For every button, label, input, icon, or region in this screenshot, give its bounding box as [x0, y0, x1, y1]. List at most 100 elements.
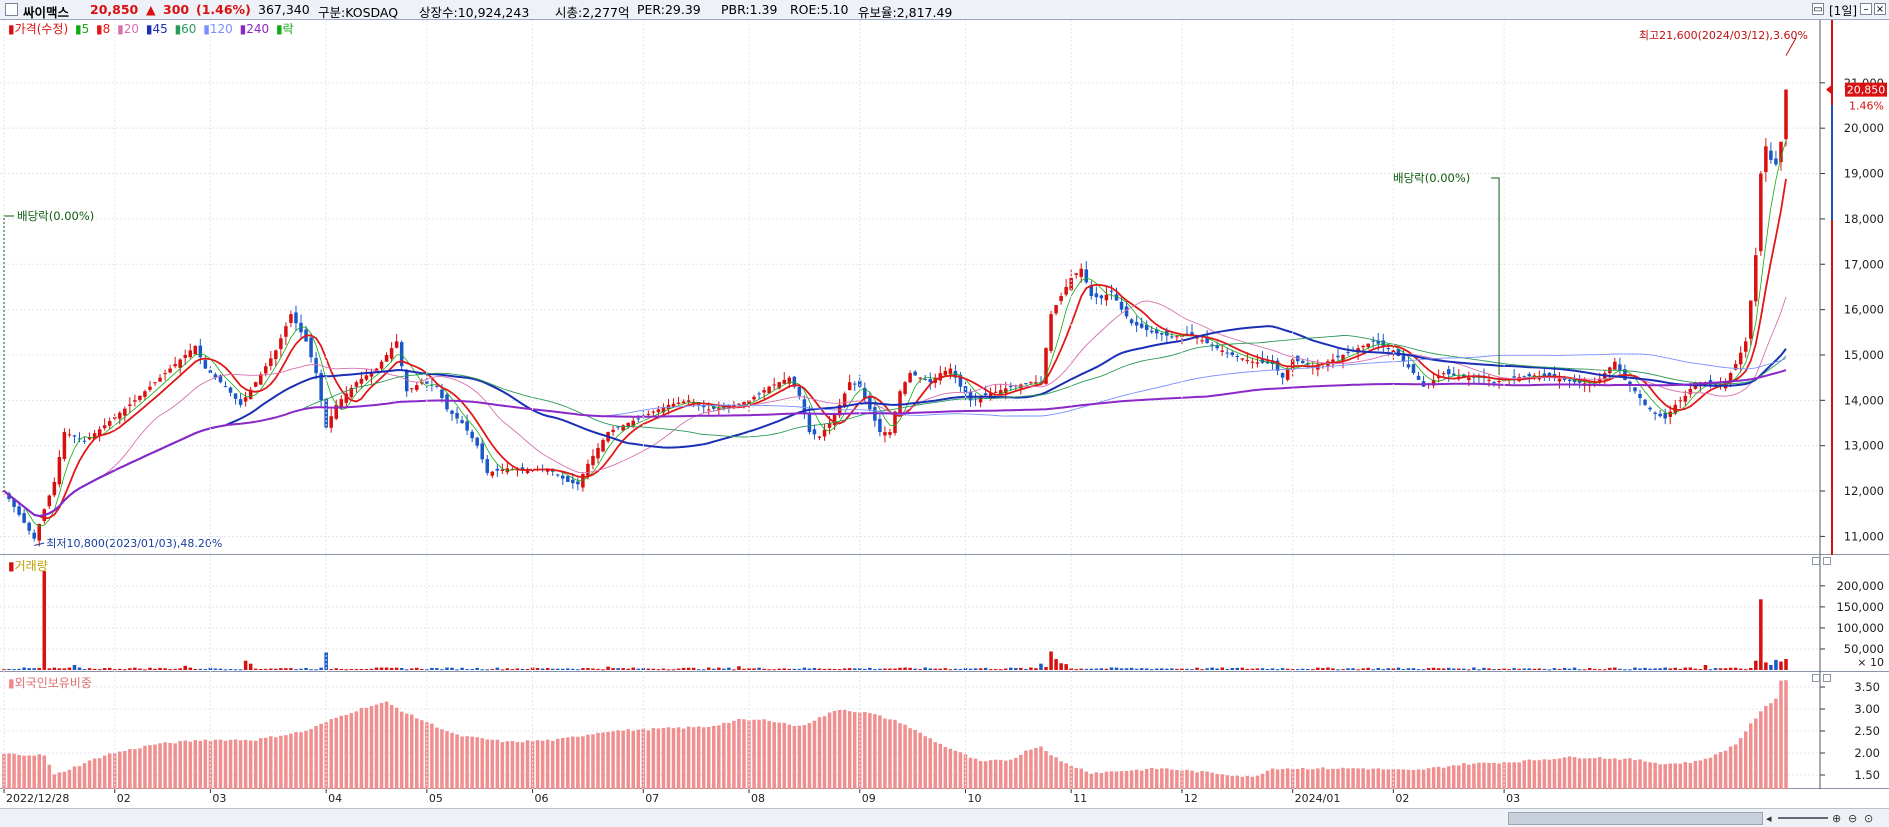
volume-bar	[425, 669, 429, 671]
foreign-ratio-bar	[435, 727, 439, 789]
volume-bar	[1044, 667, 1048, 670]
volume-bar	[404, 669, 409, 671]
foreign-ratio-bar	[847, 711, 852, 789]
foreign-ratio-bar	[153, 744, 157, 789]
candle	[349, 387, 354, 398]
current-price-box	[1845, 82, 1887, 97]
foreign-ratio-bar	[1703, 758, 1708, 789]
price-legend: ▮가격(수정) ▮5 ▮8 ▮20 ▮45 ▮60 ▮120 ▮240 ▮락	[8, 20, 294, 37]
candle	[983, 393, 988, 396]
foreign-panel-close-icon[interactable]	[1823, 674, 1831, 682]
foreign-ratio-bar	[908, 728, 912, 789]
volume-bar	[641, 668, 646, 670]
candle	[1497, 381, 1501, 383]
foreign-ratio-bar	[903, 724, 907, 789]
foreign-ratio-bar	[1653, 762, 1657, 789]
foreign-ratio-bar	[158, 743, 162, 789]
candle	[1396, 349, 1401, 357]
volume-bar	[591, 668, 595, 670]
foreign-ratio-bar	[1336, 768, 1340, 789]
candle	[1381, 340, 1386, 346]
candle	[264, 366, 268, 374]
foreign-ratio-bar	[470, 736, 474, 789]
candle	[299, 322, 303, 333]
date-tick-label: 02	[1395, 792, 1409, 805]
foreign-ratio-bar	[77, 766, 82, 789]
volume-bar	[228, 669, 233, 671]
candle	[1492, 382, 1496, 384]
volume-panel-close-icon[interactable]	[1823, 557, 1831, 565]
per-value: PER:29.39	[637, 2, 701, 17]
info-bar: 싸이맥스 20,850 ▲ 300 (1.46%) 367,340 구분:KOS…	[0, 0, 1889, 20]
minimize-icon[interactable]: –	[1860, 3, 1872, 15]
foreign-ratio-bar	[1613, 758, 1617, 789]
volume-bar	[1728, 667, 1733, 670]
volume-bar	[696, 669, 701, 671]
volume-bar	[7, 668, 11, 670]
close-icon[interactable]: ×	[1874, 3, 1886, 15]
volume-bar	[1633, 667, 1637, 670]
legend-ma120: ▮120	[203, 22, 233, 36]
foreign-ratio-bar	[1784, 680, 1788, 789]
volume-bar	[601, 669, 605, 671]
volume-bar	[1487, 668, 1491, 670]
volume-bar	[842, 668, 847, 670]
foreign-ratio-bar	[1708, 757, 1713, 789]
candle	[1200, 340, 1204, 342]
foreign-ratio-bar	[701, 727, 706, 789]
foreign-ratio-bar	[87, 760, 92, 789]
volume-bar	[1457, 668, 1461, 670]
market-cap: 시총:2,277억	[555, 5, 630, 20]
roe-value: ROE:5.10	[790, 2, 849, 17]
zoom-out-icon[interactable]: ⊖	[1848, 812, 1858, 825]
volume-bar	[802, 667, 807, 670]
candle	[586, 463, 590, 478]
foreign-ratio-bar	[606, 731, 610, 789]
legend-ma20: ▮20	[117, 22, 140, 36]
volume-bar	[1572, 667, 1577, 670]
select-checkbox[interactable]	[5, 3, 18, 16]
price-chart[interactable]: 11,000 12,000 13,000 14,000 15,000 16,000 17,0…	[0, 20, 1889, 555]
candle	[1754, 255, 1758, 302]
foreign-ratio-bar	[1149, 767, 1154, 789]
foreign-ratio-chart[interactable]: 1.50 2.00 2.50 3.00 3.50	[0, 672, 1889, 789]
volume-bar	[22, 667, 26, 670]
volume-bar	[767, 669, 771, 671]
volume-bar	[918, 669, 922, 671]
candle	[1049, 314, 1053, 351]
volume-bar	[173, 668, 177, 670]
foreign-ratio-bar	[1280, 769, 1285, 789]
volume-tick-label: 150,000	[1836, 600, 1884, 614]
volume-bar	[1723, 668, 1728, 670]
restore-icon[interactable]: ▭	[1812, 3, 1824, 15]
foreign-ratio-bar	[1039, 746, 1043, 789]
candle	[772, 384, 776, 386]
volume-bar	[1582, 669, 1587, 671]
foreign-ratio-bar	[772, 722, 776, 789]
volume-bar	[676, 668, 681, 670]
volume-bar	[1663, 667, 1667, 670]
volume-bar	[1673, 667, 1678, 670]
foreign-ratio-bar	[1587, 758, 1592, 789]
scroll-left-icon[interactable]: ◂	[1766, 812, 1772, 825]
volume-bar	[1708, 669, 1713, 671]
scroll-thumb[interactable]	[1508, 812, 1763, 825]
candle	[1160, 333, 1164, 335]
zoom-slider[interactable]	[1778, 817, 1828, 819]
foreign-ratio-bar	[1416, 769, 1421, 789]
period-button[interactable]: [1일]	[1829, 4, 1858, 18]
volume-bar	[1326, 667, 1330, 670]
candle	[626, 423, 630, 427]
zoom-in-icon[interactable]: ⊕	[1832, 812, 1842, 825]
foreign-ratio-bar	[1366, 769, 1370, 789]
volume-bar	[626, 668, 630, 670]
volume-panel-restore-icon[interactable]	[1812, 557, 1820, 565]
candle	[1416, 375, 1421, 380]
volume-bar	[1059, 663, 1063, 670]
volume-bar	[908, 667, 912, 670]
volume-chart[interactable]: 50,000 100,000 150,000 200,000 × 10	[0, 555, 1889, 672]
foreign-panel-restore-icon[interactable]	[1812, 674, 1820, 682]
zoom-fit-icon[interactable]: ⊙	[1864, 812, 1874, 825]
foreign-ratio-bar	[264, 737, 268, 789]
scroll-bar[interactable]: ◂ ⊕ ⊖ ⊙	[0, 808, 1889, 827]
